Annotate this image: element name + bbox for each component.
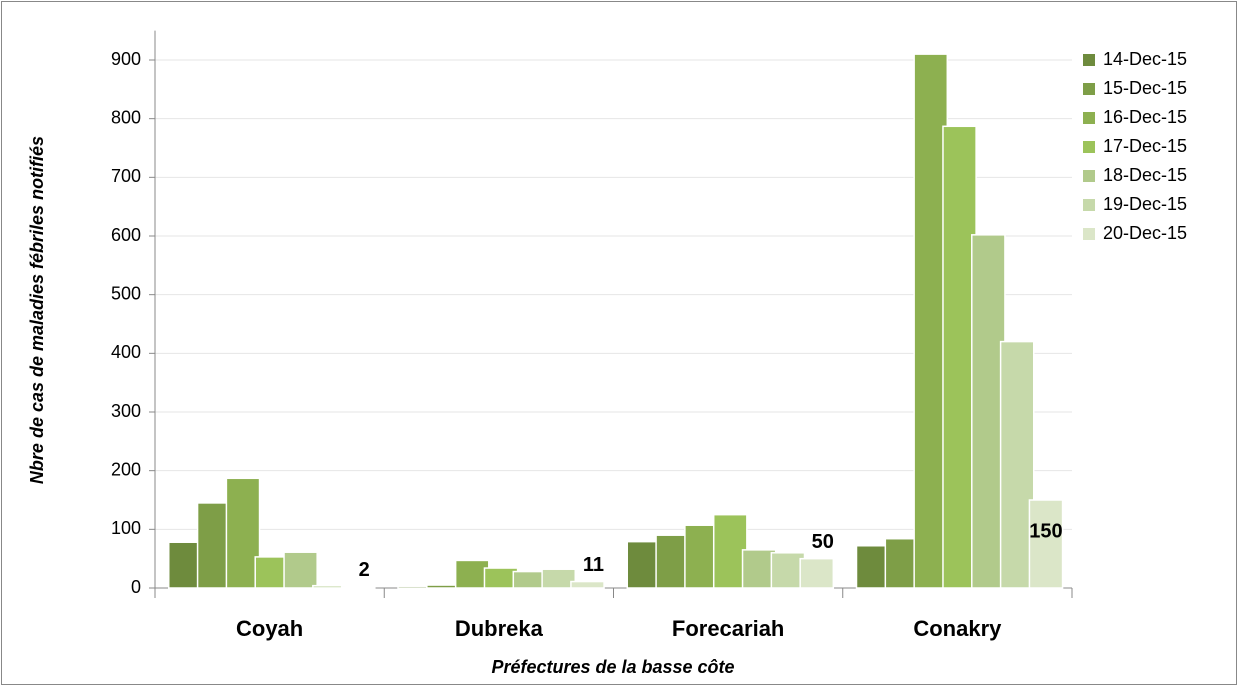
legend-swatch <box>1083 170 1095 182</box>
y-tick-label: 300 <box>111 401 141 421</box>
bar <box>570 580 605 589</box>
bar <box>684 524 719 589</box>
x-axis-title: Préfectures de la basse côte <box>491 657 734 677</box>
bar <box>283 551 318 589</box>
bar <box>626 540 662 589</box>
data-label: 2 <box>359 559 370 581</box>
legend-swatch <box>1083 83 1095 95</box>
legend-swatch <box>1083 112 1095 124</box>
data-label: 150 <box>1029 520 1062 542</box>
bar <box>340 586 376 589</box>
bar <box>741 549 777 589</box>
y-tick-label: 600 <box>111 225 141 245</box>
legend-label: 15-Dec-15 <box>1103 78 1187 98</box>
y-tick-label: 200 <box>111 459 141 479</box>
x-tick-label: Conakry <box>913 616 1002 641</box>
bar <box>1028 499 1064 589</box>
y-tick-label: 800 <box>111 107 141 127</box>
legend-label: 14-Dec-15 <box>1103 49 1187 69</box>
data-label: 50 <box>812 531 834 553</box>
data-label: 11 <box>583 554 604 576</box>
y-tick-label: 700 <box>111 166 141 186</box>
bar <box>196 502 232 589</box>
y-tick-label: 900 <box>111 49 141 69</box>
x-tick-label: Dubreka <box>455 616 544 641</box>
x-tick-label: Forecariah <box>672 616 785 641</box>
bar <box>913 53 949 589</box>
bar <box>168 541 203 589</box>
bar <box>799 557 835 589</box>
y-tick-label: 400 <box>111 342 141 362</box>
bar <box>225 477 261 589</box>
y-tick-label: 500 <box>111 283 141 303</box>
legend-swatch <box>1083 199 1095 211</box>
legend-swatch <box>1083 54 1095 66</box>
legend-label: 16-Dec-15 <box>1103 107 1187 127</box>
bar <box>999 340 1035 589</box>
y-axis-title: Nbre de cas de maladies fébriles notifié… <box>27 136 47 484</box>
bar <box>655 534 690 589</box>
legend-swatch <box>1083 228 1095 240</box>
legend-label: 18-Dec-15 <box>1103 165 1187 185</box>
bar <box>712 513 748 589</box>
bar <box>770 552 806 589</box>
x-tick-label: Coyah <box>236 616 303 641</box>
legend-swatch <box>1083 141 1095 153</box>
bar <box>541 568 576 589</box>
legend-label: 19-Dec-15 <box>1103 194 1187 214</box>
legend-label: 17-Dec-15 <box>1103 136 1187 156</box>
y-tick-label: 100 <box>111 518 141 538</box>
bar <box>884 537 920 589</box>
legend-label: 20-Dec-15 <box>1103 223 1187 243</box>
bar <box>971 234 1006 589</box>
y-tick-label: 0 <box>131 577 141 597</box>
